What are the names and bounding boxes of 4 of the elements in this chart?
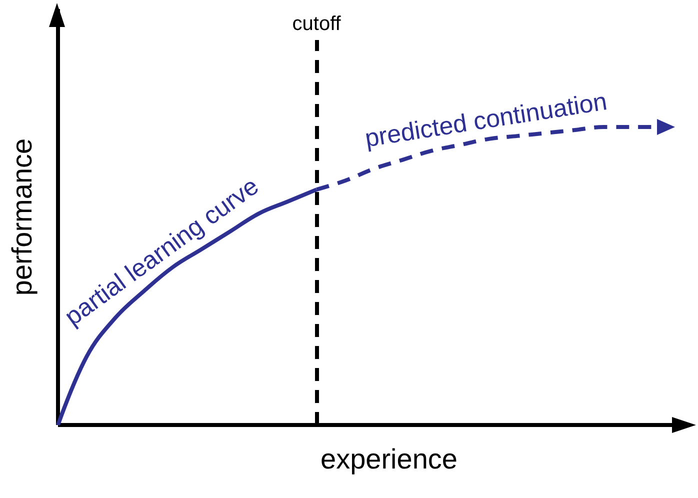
text: cutoff: [292, 13, 342, 35]
y-axis-title: performance: [6, 138, 38, 296]
text: predicted continuation: [363, 87, 609, 153]
x-axis-title: experience: [320, 444, 458, 474]
